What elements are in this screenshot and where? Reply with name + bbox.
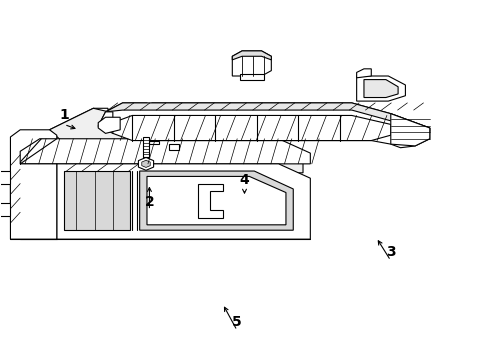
Polygon shape xyxy=(142,160,150,167)
Polygon shape xyxy=(57,164,310,239)
Polygon shape xyxy=(0,203,10,216)
Polygon shape xyxy=(0,171,10,184)
Polygon shape xyxy=(98,112,113,128)
Polygon shape xyxy=(198,184,222,218)
Polygon shape xyxy=(98,117,120,134)
Polygon shape xyxy=(113,116,390,140)
Polygon shape xyxy=(232,51,271,60)
Circle shape xyxy=(366,82,383,95)
Text: 5: 5 xyxy=(232,315,242,329)
Polygon shape xyxy=(363,80,397,98)
Polygon shape xyxy=(356,76,405,101)
Polygon shape xyxy=(142,137,149,157)
Polygon shape xyxy=(140,171,293,230)
Text: 3: 3 xyxy=(385,245,395,259)
Text: 4: 4 xyxy=(239,173,249,187)
Polygon shape xyxy=(10,108,303,216)
Polygon shape xyxy=(98,103,429,148)
Circle shape xyxy=(369,85,379,92)
Polygon shape xyxy=(138,157,153,170)
Polygon shape xyxy=(49,108,303,173)
Polygon shape xyxy=(232,51,271,76)
Polygon shape xyxy=(239,74,264,80)
Polygon shape xyxy=(64,171,130,230)
Polygon shape xyxy=(20,139,310,164)
Polygon shape xyxy=(356,69,370,78)
Polygon shape xyxy=(20,164,57,239)
Text: 2: 2 xyxy=(144,194,154,208)
Polygon shape xyxy=(105,103,429,132)
Polygon shape xyxy=(168,144,178,149)
Polygon shape xyxy=(390,114,429,146)
Polygon shape xyxy=(10,130,57,239)
Text: 1: 1 xyxy=(59,108,69,122)
Polygon shape xyxy=(149,140,159,144)
Polygon shape xyxy=(147,176,285,225)
